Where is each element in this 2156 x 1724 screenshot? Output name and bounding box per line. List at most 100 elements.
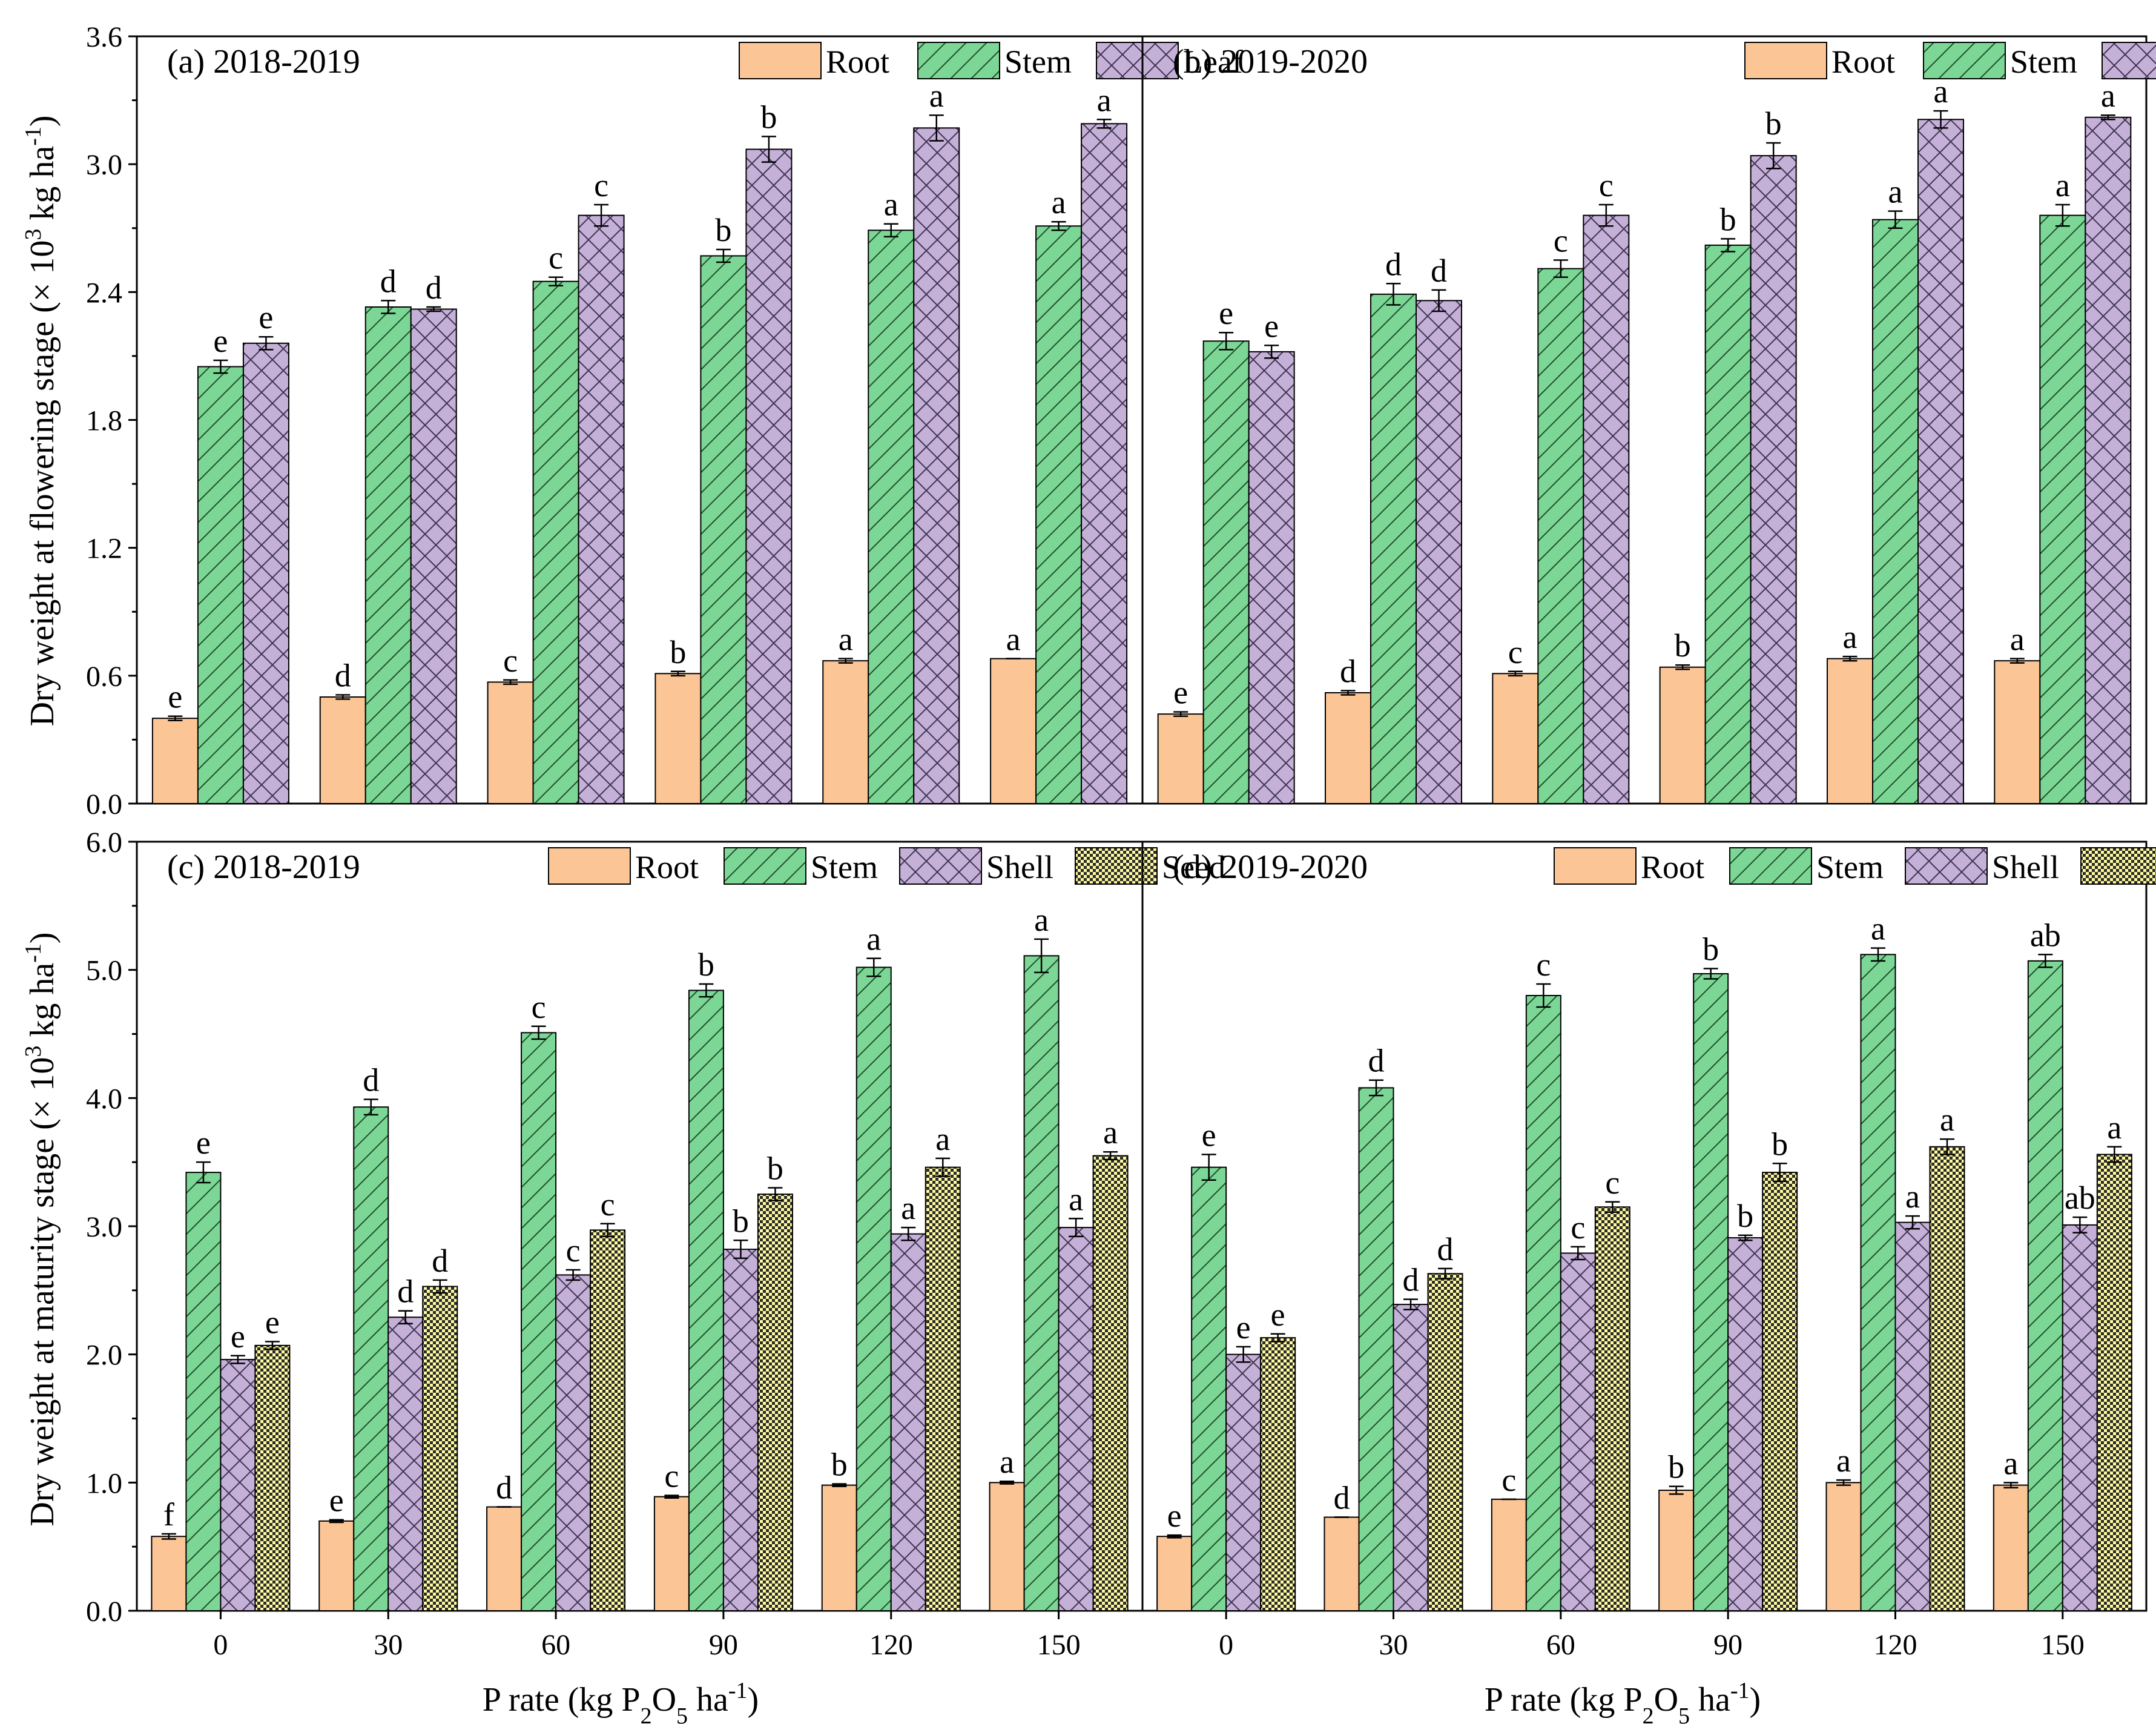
bar-root [1491, 1498, 1527, 1612]
significance-letter: c [1605, 1164, 1620, 1201]
legend-label-stem: Stem [1816, 849, 1884, 885]
significance-letter: a [2101, 78, 2115, 114]
bar-stem [1525, 995, 1561, 1611]
panel-title: (a) 2018-2019 [167, 43, 360, 81]
significance-letter: e [1202, 1117, 1216, 1153]
bar-leaf [2085, 116, 2132, 804]
significance-letter: d [1334, 1479, 1350, 1516]
bar-leaf [242, 342, 289, 804]
significance-letter: a [935, 1121, 950, 1157]
legend-swatch-stem [724, 847, 806, 885]
significance-letter: c [664, 1458, 679, 1494]
bar-root [1157, 713, 1204, 805]
legend-swatch-root [1554, 847, 1637, 885]
significance-letter: b [767, 1151, 783, 1187]
bar-shell [1894, 1221, 1931, 1611]
significance-letter: a [2010, 621, 2025, 658]
significance-letter: b [1703, 931, 1719, 968]
significance-letter: b [1668, 1449, 1684, 1485]
bar-root [990, 658, 1037, 804]
significance-letter: e [213, 323, 228, 359]
y-tick-label: 1.2 [86, 533, 122, 565]
bar-stem [700, 255, 747, 804]
bar-seed [1594, 1206, 1630, 1611]
y-tick-label: 2.0 [86, 1339, 122, 1372]
bar-root [1825, 1482, 1862, 1611]
significance-letter: e [1271, 1296, 1285, 1333]
legend-swatch-stem [1729, 847, 1812, 885]
significance-letter: a [1052, 184, 1066, 220]
bar-seed [1427, 1273, 1463, 1611]
legend-label-root: Root [635, 849, 699, 885]
bar-root [1994, 660, 2041, 805]
significance-letter: a [1871, 911, 1885, 947]
significance-letter: b [670, 634, 686, 670]
bar-seed [1092, 1155, 1129, 1612]
significance-letter: b [715, 212, 731, 248]
y-tick-label: 0.0 [86, 788, 122, 821]
y-tick-label: 6.0 [86, 827, 122, 859]
legend-swatch-leaf [1096, 42, 1179, 79]
significance-letter: c [1536, 946, 1551, 983]
significance-letter: e [1167, 1498, 1182, 1534]
significance-letter: e [265, 1304, 280, 1341]
legend-swatch-stem [1923, 42, 2006, 79]
significance-letter: b [698, 946, 714, 983]
significance-letter: c [1502, 1462, 1516, 1498]
y-tick-label: 0.0 [86, 1596, 122, 1628]
significance-letter: e [259, 299, 273, 335]
bar-leaf [745, 148, 793, 805]
bar-stem [185, 1172, 222, 1611]
bar-seed [254, 1344, 291, 1612]
bar-seed [1260, 1337, 1296, 1611]
bar-stem [197, 366, 244, 804]
bar-root [487, 681, 534, 805]
significance-letter: f [163, 1496, 174, 1533]
bar-leaf [1917, 119, 1964, 805]
legend-swatch-stem [917, 42, 1000, 79]
significance-letter: c [566, 1232, 581, 1269]
bar-stem [1035, 225, 1083, 805]
significance-letter: a [1103, 1114, 1118, 1151]
panel-title: (c) 2018-2019 [167, 848, 360, 886]
x-tick-label: 90 [709, 1629, 738, 1661]
bar-root [1659, 666, 1706, 805]
bar-stem [868, 230, 915, 804]
bar-root [1492, 673, 1539, 804]
bar-shell [890, 1233, 926, 1611]
significance-letter: a [1000, 1444, 1014, 1480]
bar-root [1827, 658, 1873, 804]
significance-letter: d [1340, 653, 1356, 689]
bar-stem [521, 1032, 557, 1611]
bar-stem [532, 280, 579, 805]
significance-letter: c [549, 240, 563, 276]
significance-letter: a [2107, 1109, 2121, 1146]
bar-leaf [410, 308, 457, 804]
significance-letter: a [1940, 1101, 1954, 1138]
significance-letter: d [1385, 246, 1402, 282]
significance-letter: a [839, 621, 853, 658]
significance-letter: b [1772, 1126, 1788, 1162]
significance-letter: a [1034, 902, 1049, 938]
y-tick-label: 2.4 [86, 277, 122, 309]
bar-leaf [1416, 300, 1462, 804]
bar-root [654, 673, 702, 804]
significance-letter: b [1765, 105, 1782, 142]
bar-leaf [1750, 155, 1797, 805]
significance-letter: a [929, 78, 944, 114]
bar-root [319, 696, 366, 805]
panel-frame [1141, 35, 2148, 805]
y-tick-label: 1.0 [86, 1467, 122, 1499]
bar-root [1658, 1490, 1695, 1612]
bar-stem [855, 966, 892, 1611]
bar-stem [1872, 219, 1919, 804]
legend-swatch-root [739, 42, 822, 79]
bar-stem [688, 989, 724, 1611]
bar-root [653, 1496, 690, 1612]
y-tick-label: 3.0 [86, 1211, 122, 1243]
significance-letter: d [363, 1062, 379, 1098]
significance-letter: a [1097, 82, 1112, 118]
significance-letter: d [496, 1470, 512, 1506]
